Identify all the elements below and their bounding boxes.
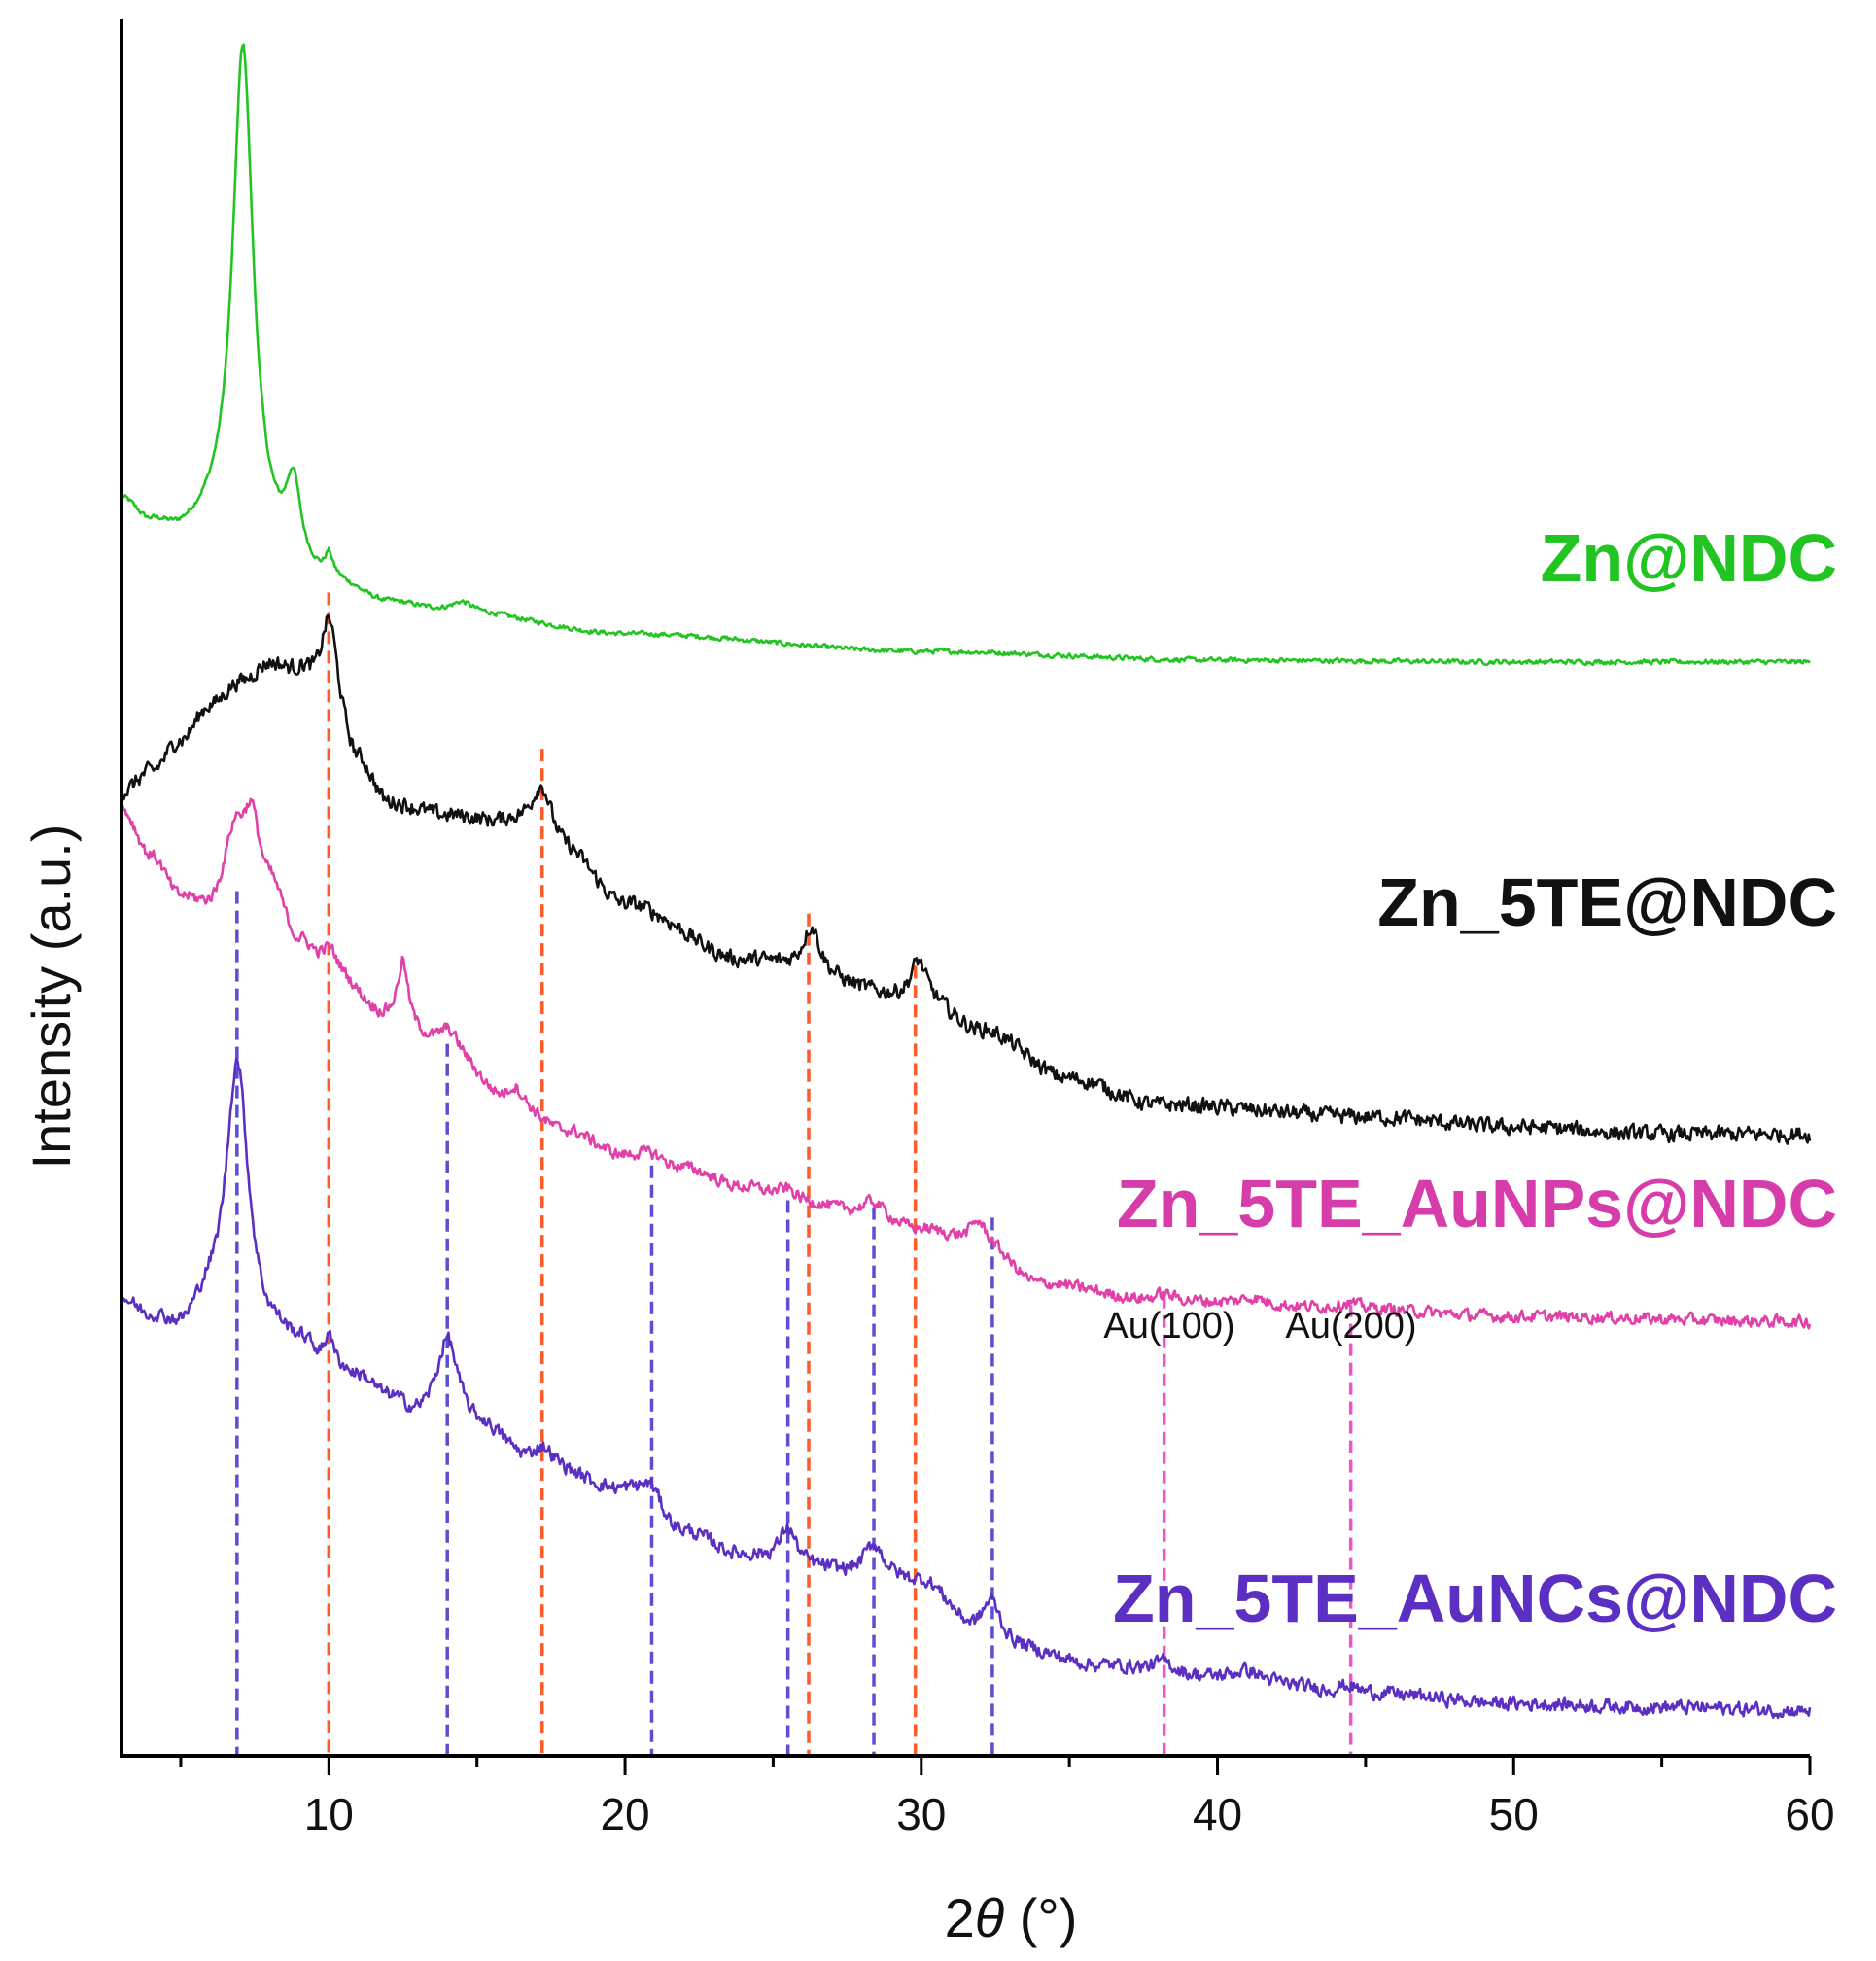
x-tick-label-40: 40 — [1193, 1789, 1242, 1839]
trace-zn-5te-auncs-ndc — [120, 1057, 1812, 1720]
annotation-au-200: Au(200) — [1285, 1306, 1416, 1347]
y-axis-title: Intensity (a.u.) — [20, 824, 82, 1170]
trace-zn-ndc — [121, 43, 1811, 667]
reference-lines — [235, 592, 1353, 1754]
x-axis-ticks: 10 20 30 40 50 60 — [179, 1756, 1835, 1839]
xrd-traces — [120, 43, 1812, 1720]
x-tick-label-60: 60 — [1785, 1789, 1834, 1839]
x-axis-title-prefix: 2 — [945, 1887, 975, 1948]
series-label-zn-5te-aunps-ndc: Zn_5TE_AuNPs@NDC — [1117, 1166, 1837, 1242]
annotation-au-100: Au(100) — [1103, 1306, 1234, 1347]
x-axis-title-theta: θ — [975, 1887, 1004, 1948]
trace-zn-5te-aunps-ndc — [121, 797, 1812, 1330]
x-axis-title-unit: (°) — [1004, 1887, 1077, 1948]
series-label-zn-5te-auncs-ndc: Zn_5TE_AuNCs@NDC — [1113, 1560, 1837, 1636]
x-tick-label-10: 10 — [304, 1789, 354, 1839]
x-axis-title: 2θ (°) — [945, 1887, 1078, 1948]
x-tick-label-20: 20 — [600, 1789, 649, 1839]
series-label-zn-5te-ndc: Zn_5TE@NDC — [1377, 864, 1837, 940]
series-label-zn-ndc: Zn@NDC — [1541, 520, 1837, 596]
x-tick-label-30: 30 — [896, 1789, 946, 1839]
trace-zn-5te-ndc — [120, 613, 1812, 1145]
x-tick-label-50: 50 — [1489, 1789, 1539, 1839]
